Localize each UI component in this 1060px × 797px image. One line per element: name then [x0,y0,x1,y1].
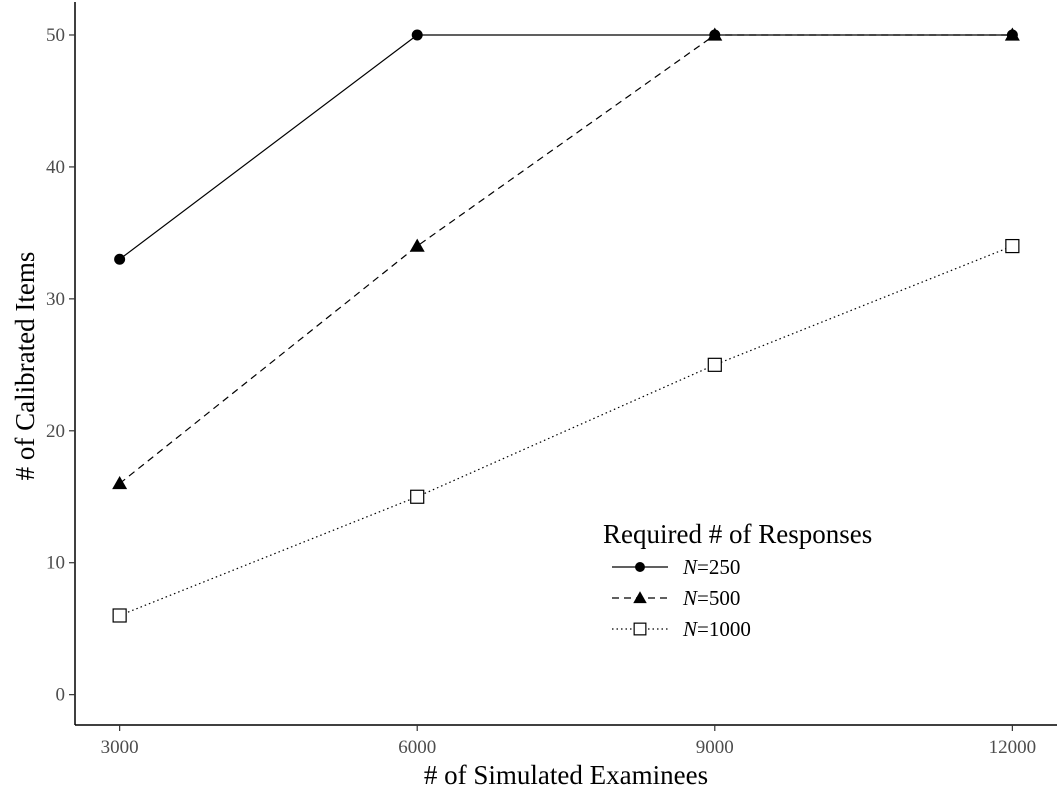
y-tick-label: 20 [46,421,65,442]
data-point [707,357,722,372]
data-point [112,476,128,490]
legend-item: N=500 [612,586,740,610]
data-point [411,29,423,41]
legend-key-marker [635,562,645,572]
y-tick-label: 40 [46,157,65,178]
y-tick-label: 50 [46,25,65,46]
data-point [707,27,723,41]
y-tick-label: 10 [46,553,65,574]
data-point [410,489,425,504]
x-tick-label: 3000 [101,737,139,758]
legend-label-suffix: =1000 [697,617,751,641]
axes: 3000 6000 9000 12000 0 10 20 30 40 50 [46,2,1057,758]
y-axis-title: # of Calibrated Items [10,252,40,481]
data-point [1005,238,1020,254]
legend-label-prefix: N [682,586,698,610]
legend-item: N=1000 [612,617,751,641]
series-line [119,245,1013,617]
series-n-250 [114,29,1018,265]
legend-item: N=250 [612,555,740,579]
x-tick-label: 6000 [398,737,436,758]
legend-label: N=250 [682,555,740,579]
legend-label-suffix: =500 [697,586,740,610]
series-n-500 [112,27,1020,490]
legend-label: N=500 [682,586,740,610]
series-line [119,34,1013,260]
x-tick-label: 12000 [989,737,1037,758]
data-point [1004,27,1020,41]
series-line [119,34,1013,485]
series-layer [112,27,1020,623]
series-n-1000 [112,238,1020,623]
legend-label-suffix: =250 [697,555,740,579]
data-point [112,608,127,623]
legend-key-marker [633,591,647,604]
y-tick-label: 0 [56,685,66,706]
data-point [114,253,126,265]
legend-label-prefix: N [682,617,698,641]
y-tick-label: 30 [46,289,65,310]
legend-label: N=1000 [682,617,751,641]
legend-label-prefix: N [682,555,698,579]
legend-key-marker [633,622,647,636]
x-tick-label: 9000 [696,737,734,758]
data-point [409,238,425,252]
legend-title: Required # of Responses [603,519,872,549]
x-axis-title: # of Simulated Examinees [424,760,708,790]
